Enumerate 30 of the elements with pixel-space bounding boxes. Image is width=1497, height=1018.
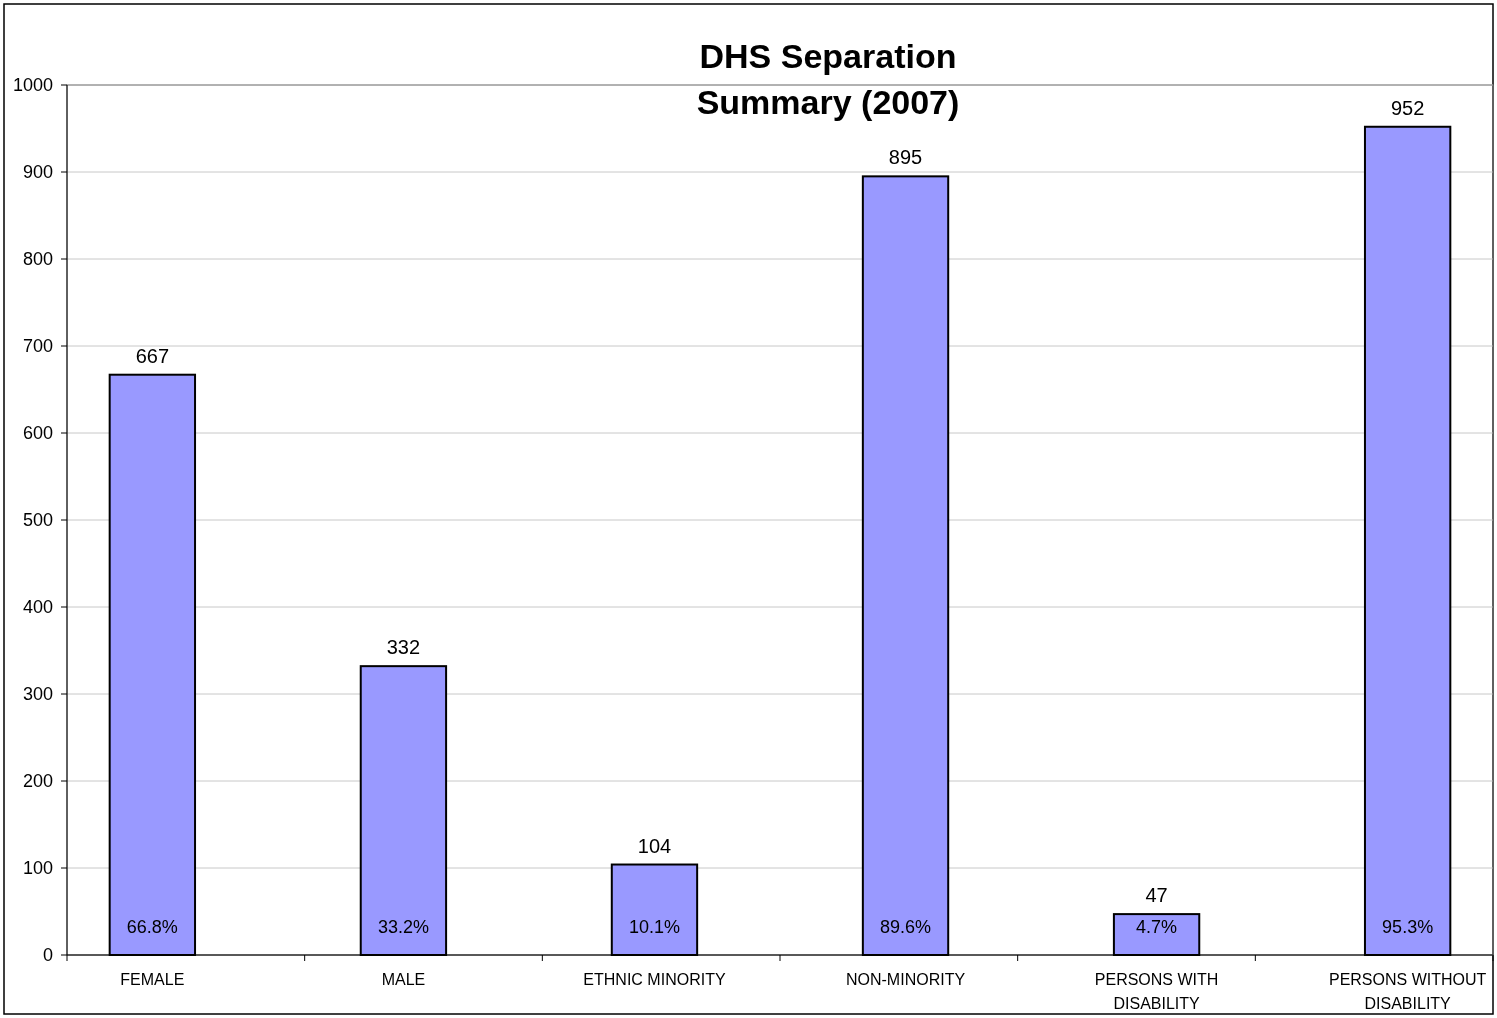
data-label: 332	[386, 636, 421, 659]
y-tick-label: 100	[22, 858, 53, 879]
x-tick-label: ETHNIC MINORITY	[583, 971, 726, 988]
x-tick-label: PERSONS WITH DISABILITY	[1094, 971, 1219, 1012]
annotation: 89.6%	[880, 917, 932, 937]
y-tick-label: 800	[22, 249, 53, 270]
annotation: 95.3%	[1382, 917, 1434, 937]
data-label: 895	[888, 146, 923, 169]
y-tick-label: 300	[22, 684, 53, 705]
data-label: 47	[1145, 884, 1168, 907]
y-tick-label: 500	[22, 510, 53, 531]
y-tick-label: 400	[22, 597, 53, 618]
x-tick-label: PERSONS WITHOUT DISABILITY	[1328, 971, 1487, 1012]
data-label: 667	[135, 344, 170, 367]
x-tick-label: MALE	[381, 971, 426, 988]
data-label: 104	[637, 834, 672, 857]
annotation: 10.1%	[628, 917, 680, 937]
chart-title: DHS Separation Summary (2007)	[696, 37, 960, 121]
y-tick-label: 0	[42, 945, 53, 966]
annotation: 4.7%	[1136, 917, 1178, 937]
y-tick-label: 600	[22, 423, 53, 444]
annotation: 66.8%	[126, 917, 178, 937]
y-tick-label: 900	[22, 162, 53, 183]
y-tick-label: 1000	[12, 75, 53, 96]
y-tick-label: 200	[22, 771, 53, 792]
x-tick-label: NON-MINORITY	[845, 971, 966, 988]
annotation: 33.2%	[377, 917, 429, 937]
y-tick-label: 700	[22, 336, 53, 357]
x-tick-label: FEMALE	[120, 971, 185, 988]
data-label: 952	[1390, 96, 1425, 119]
